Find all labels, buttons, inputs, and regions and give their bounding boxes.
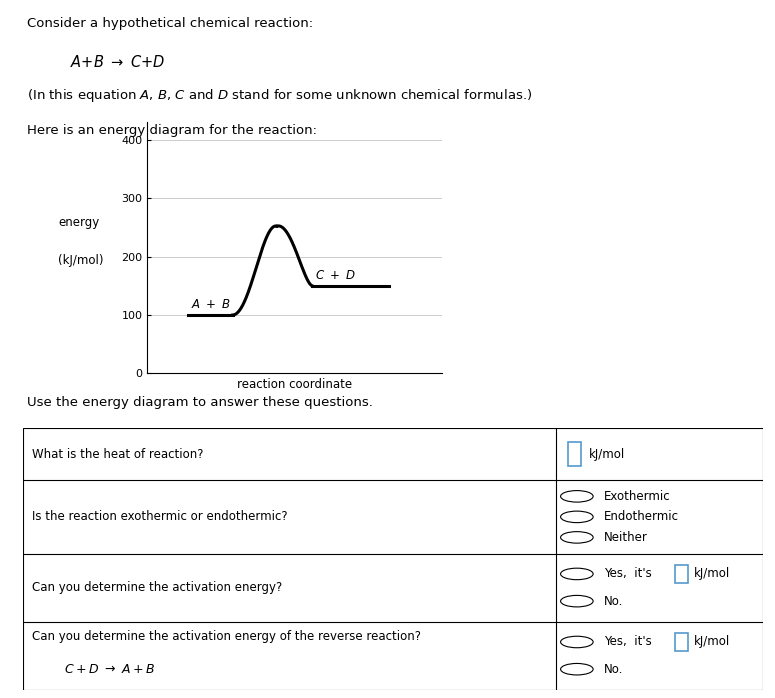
Text: No.: No. — [604, 662, 624, 676]
Text: $\mathit{C}+\mathit{D}\ \rightarrow\ \mathit{A}+\mathit{B}$: $\mathit{C}+\mathit{D}\ \rightarrow\ \ma… — [64, 662, 155, 676]
Text: $\mathit{C}\ +\ \mathit{D}$: $\mathit{C}\ +\ \mathit{D}$ — [315, 269, 356, 282]
Text: (kJ/mol): (kJ/mol) — [58, 254, 104, 267]
Text: Endothermic: Endothermic — [604, 510, 679, 524]
Text: Can you determine the activation energy of the reverse reaction?: Can you determine the activation energy … — [32, 630, 421, 643]
Text: No.: No. — [604, 595, 624, 608]
Text: Consider a hypothetical chemical reaction:: Consider a hypothetical chemical reactio… — [27, 17, 313, 31]
Text: Neither: Neither — [604, 531, 648, 544]
Text: kJ/mol: kJ/mol — [694, 635, 730, 648]
Bar — [568, 443, 581, 466]
Text: Use the energy diagram to answer these questions.: Use the energy diagram to answer these q… — [27, 396, 373, 410]
Text: energy: energy — [58, 216, 99, 229]
Text: Exothermic: Exothermic — [604, 490, 671, 503]
Text: kJ/mol: kJ/mol — [694, 567, 730, 581]
X-axis label: reaction coordinate: reaction coordinate — [237, 378, 352, 391]
Text: Here is an energy diagram for the reaction:: Here is an energy diagram for the reacti… — [27, 124, 317, 138]
Bar — [674, 633, 688, 651]
Text: Is the reaction exothermic or endothermic?: Is the reaction exothermic or endothermi… — [32, 510, 288, 524]
Text: Can you determine the activation energy?: Can you determine the activation energy? — [32, 581, 282, 594]
Bar — [674, 565, 688, 583]
Text: What is the heat of reaction?: What is the heat of reaction? — [32, 447, 204, 461]
Text: Yes,  it's: Yes, it's — [604, 567, 656, 581]
Text: $\mathit{A}$$+$$\mathit{B}$ $\rightarrow$ $\mathit{C}$$+$$\mathit{D}$: $\mathit{A}$$+$$\mathit{B}$ $\rightarrow… — [70, 54, 165, 70]
Text: Yes,  it's: Yes, it's — [604, 635, 656, 648]
Text: kJ/mol: kJ/mol — [589, 447, 625, 461]
Text: (In this equation $\mathit{A}$, $\mathit{B}$, $\mathit{C}$ and $\mathit{D}$ stan: (In this equation $\mathit{A}$, $\mathit… — [27, 87, 532, 104]
Text: $\mathit{A}\ +\ \mathit{B}$: $\mathit{A}\ +\ \mathit{B}$ — [191, 298, 232, 311]
